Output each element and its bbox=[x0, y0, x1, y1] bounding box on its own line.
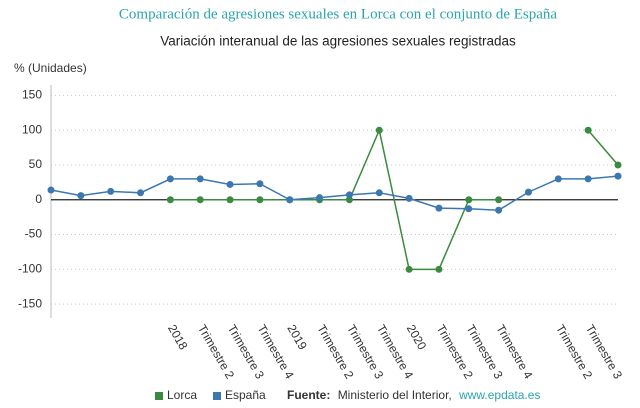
source: Fuente: Ministerio del Interior, www.epd… bbox=[287, 388, 540, 402]
y-axis-label: % (Unidades) bbox=[14, 61, 87, 75]
data-point bbox=[405, 265, 413, 273]
y-tick-label: 100 bbox=[22, 122, 42, 136]
data-point bbox=[137, 189, 145, 197]
y-tick-label: -150 bbox=[18, 296, 42, 310]
series-line bbox=[170, 127, 619, 271]
data-point bbox=[345, 196, 353, 204]
data-point bbox=[584, 175, 592, 183]
y-tick-label: -100 bbox=[18, 261, 42, 275]
data-point bbox=[166, 175, 174, 183]
data-point bbox=[435, 204, 443, 212]
chart-title: Comparación de agresiones sexuales en Lo… bbox=[119, 6, 558, 22]
data-point bbox=[375, 126, 383, 134]
legend-label[interactable]: España bbox=[225, 388, 266, 402]
data-point bbox=[286, 196, 294, 204]
chart-subtitle: Variación interanual de las agresiones s… bbox=[160, 34, 516, 49]
data-point bbox=[226, 196, 234, 204]
data-point bbox=[465, 205, 473, 213]
legend-swatch bbox=[213, 392, 221, 400]
data-point bbox=[316, 194, 324, 202]
x-tick-label: 2020 bbox=[404, 322, 430, 352]
data-point bbox=[166, 196, 174, 204]
data-point bbox=[345, 191, 353, 199]
data-point bbox=[226, 180, 234, 188]
source-text: Ministerio del Interior, bbox=[338, 388, 452, 402]
data-point bbox=[256, 196, 264, 204]
data-point bbox=[256, 180, 264, 188]
data-point bbox=[77, 192, 85, 200]
data-point bbox=[614, 161, 622, 169]
data-point bbox=[47, 186, 55, 194]
data-point bbox=[107, 187, 115, 195]
data-point bbox=[435, 265, 443, 273]
data-point bbox=[196, 196, 204, 204]
data-point bbox=[495, 196, 503, 204]
data-point bbox=[495, 206, 503, 214]
x-tick-label: 2018 bbox=[165, 322, 191, 352]
legend-label[interactable]: Lorca bbox=[167, 388, 197, 402]
data-point bbox=[375, 189, 383, 197]
source-label: Fuente: bbox=[287, 388, 330, 402]
y-tick-label: -50 bbox=[25, 227, 43, 241]
series-line bbox=[50, 175, 619, 211]
data-point bbox=[584, 126, 592, 134]
data-point bbox=[524, 188, 532, 196]
data-point bbox=[465, 196, 473, 204]
data-point bbox=[614, 172, 622, 180]
y-tick-label: 0 bbox=[35, 192, 42, 206]
legend-swatch bbox=[155, 392, 163, 400]
data-point bbox=[554, 175, 562, 183]
x-tick-label: 2019 bbox=[284, 322, 310, 352]
source-link[interactable]: www.epdata.es bbox=[458, 388, 540, 402]
y-tick-label: 150 bbox=[22, 88, 42, 102]
data-point bbox=[405, 194, 413, 202]
y-tick-label: 50 bbox=[29, 157, 43, 171]
data-point bbox=[196, 175, 204, 183]
